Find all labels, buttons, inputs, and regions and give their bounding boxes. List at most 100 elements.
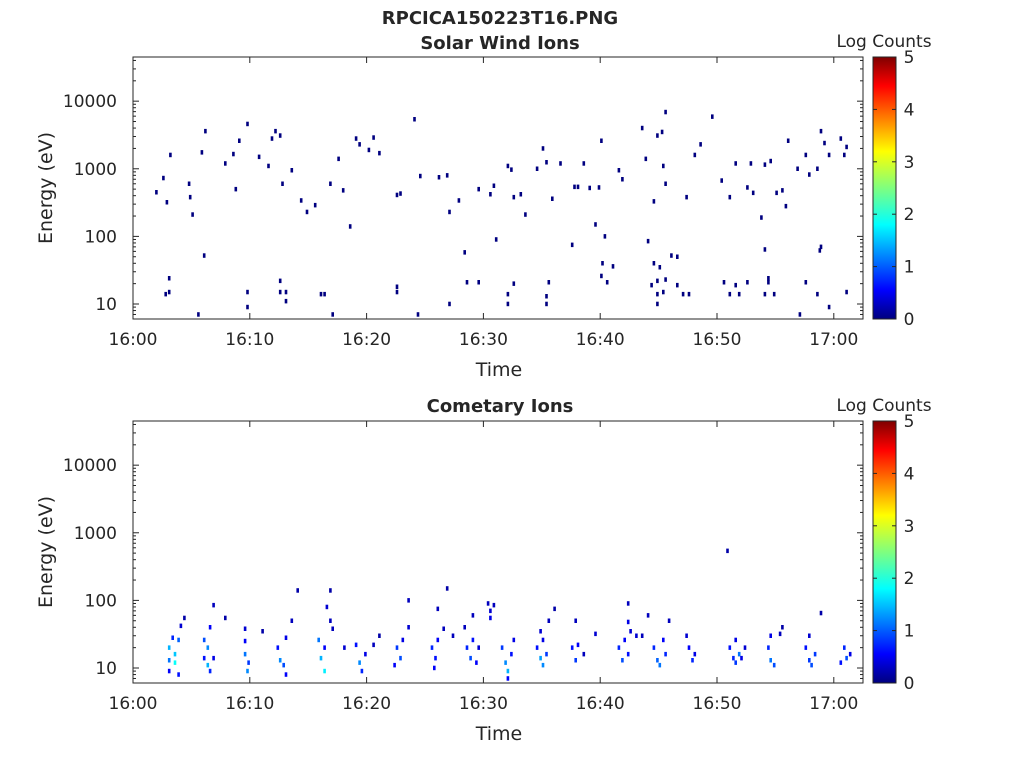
figure-title: RPCICA150223T16.PNG (382, 8, 618, 29)
heatmap-cell (693, 651, 697, 657)
solar-wind-title: Solar Wind Ions (420, 33, 579, 54)
heatmap-cell (808, 172, 811, 177)
heatmap-cell (364, 651, 367, 657)
heatmap-cell (646, 613, 650, 618)
heatmap-cell (539, 629, 542, 634)
heatmap-cell (629, 629, 632, 634)
heatmap-cell (348, 224, 352, 229)
heatmap-cell (270, 136, 274, 141)
colorbar-label-top: Log Counts (836, 32, 931, 52)
heatmap-cell (617, 645, 621, 650)
heatmap-cell (553, 606, 556, 612)
heatmap-cell (284, 298, 288, 304)
heatmap-cell (681, 291, 685, 297)
heatmap-cell (167, 658, 171, 663)
heatmap-cell (506, 668, 510, 674)
heatmap-cell (372, 642, 375, 648)
heatmap-cell (299, 198, 303, 203)
heatmap-cell (367, 147, 371, 153)
heatmap-cell (660, 129, 664, 135)
heatmap-cell (489, 615, 492, 621)
heatmap-cell (827, 152, 831, 158)
heatmap-cell (545, 294, 548, 299)
heatmap-cell (167, 645, 171, 650)
heatmap-cell (500, 645, 504, 650)
heatmap-cell (763, 162, 767, 167)
heatmap-cell (621, 177, 624, 182)
colorbar-tick-label: 5 (904, 412, 915, 432)
heatmap-cell (545, 160, 548, 165)
heatmap-cell (597, 185, 601, 190)
heatmap-cell (656, 291, 659, 297)
heatmap-cell (662, 163, 665, 169)
heatmap-cell (845, 289, 848, 295)
heatmap-cell (167, 668, 171, 674)
heatmap-cell (325, 604, 329, 610)
heatmap-cell (685, 194, 688, 200)
x-tick-label: 16:20 (342, 694, 391, 714)
heatmap-cell (545, 301, 548, 307)
heatmap-cell (167, 289, 171, 295)
x-tick-label: 16:40 (576, 694, 625, 714)
heatmap-cell (354, 642, 358, 648)
heatmap-cell (463, 625, 466, 630)
heatmap-cell (574, 618, 577, 623)
heatmap-cell (284, 289, 288, 295)
heatmap-cell (433, 665, 436, 671)
heatmap-cell (313, 202, 317, 208)
colorbar-gradient (872, 56, 897, 320)
heatmap-cell (191, 212, 194, 217)
solar-wind-panel: Solar Wind Ions 16:00 16:10 16:20 16:30 16:4… (35, 32, 932, 381)
heatmap-cell (640, 125, 644, 131)
x-tick-label: 16:30 (459, 694, 508, 714)
heatmap-cell (743, 645, 747, 650)
heatmap-cell (206, 645, 210, 650)
heatmap-cell (504, 660, 507, 665)
heatmap-cell (728, 194, 732, 200)
heatmap-cell (512, 194, 516, 200)
x-tick-label: 16:00 (109, 330, 158, 350)
heatmap-cell (796, 166, 799, 171)
heatmap-cell (399, 655, 402, 661)
heatmap-cell (510, 167, 513, 172)
solar-wind-y-label: Energy (eV) (35, 132, 57, 244)
heatmap-cell (419, 173, 422, 179)
heatmap-cell (726, 548, 729, 554)
heatmap-cell (535, 166, 539, 171)
heatmap-cell (319, 291, 323, 297)
heatmap-cell (477, 280, 480, 285)
heatmap-cell (626, 619, 630, 625)
y-tick-label: 1000 (74, 524, 117, 544)
heatmap-cell (465, 645, 469, 650)
heatmap-cell (329, 588, 332, 593)
heatmap-cell (541, 662, 545, 668)
heatmap-cell (284, 672, 288, 677)
heatmap-cell (337, 156, 340, 162)
heatmap-cell (317, 637, 320, 643)
heatmap-cell (358, 142, 361, 147)
heatmap-cell (676, 282, 679, 288)
heatmap-cell (732, 655, 735, 661)
heatmap-cell (257, 154, 261, 160)
heatmap-cell (845, 655, 848, 661)
heatmap-cell (445, 586, 449, 591)
heatmap-cell (372, 135, 375, 140)
y-tick-label: 10000 (63, 456, 117, 476)
heatmap-cell (399, 191, 402, 196)
x-tick-label: 16:50 (693, 330, 742, 350)
heatmap-cell (204, 128, 207, 134)
heatmap-cell (234, 186, 238, 192)
heatmap-cell (436, 637, 440, 643)
heatmap-cell (551, 196, 554, 201)
heatmap-cell (763, 247, 767, 252)
heatmap-cell (810, 662, 813, 668)
colorbar-tick-label: 0 (904, 674, 915, 694)
heatmap-cell (664, 109, 667, 115)
heatmap-cell (652, 645, 656, 650)
heatmap-cell (224, 615, 227, 621)
heatmap-cell (489, 192, 492, 197)
heatmap-cell (243, 651, 247, 657)
x-tick-label: 16:40 (576, 330, 625, 350)
heatmap-cell (734, 282, 737, 288)
heatmap-cell (407, 625, 410, 630)
